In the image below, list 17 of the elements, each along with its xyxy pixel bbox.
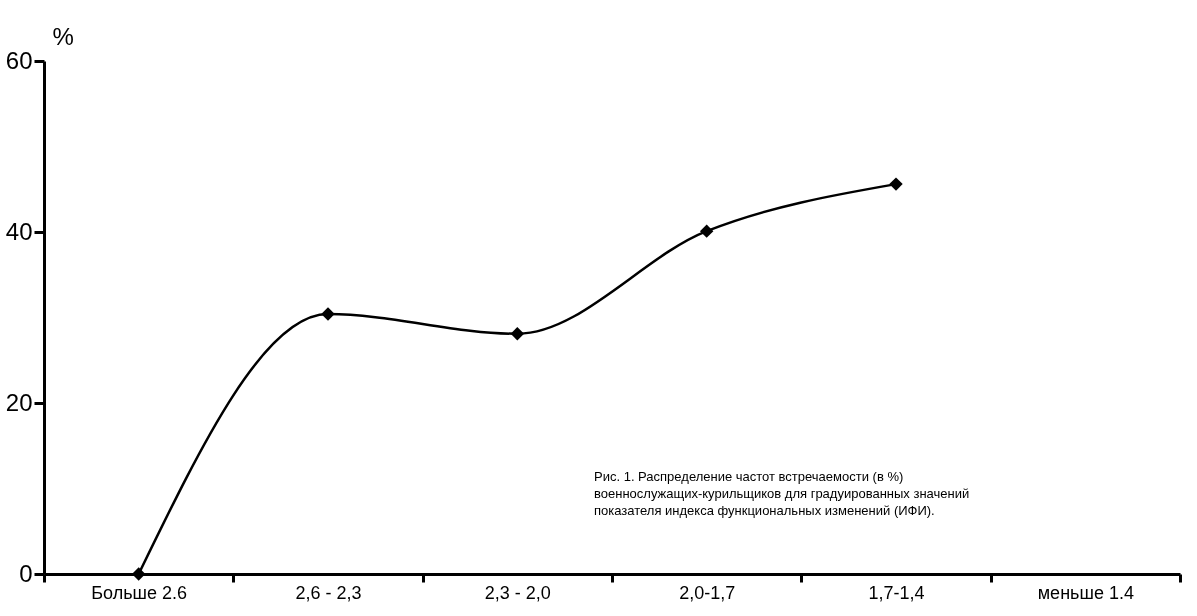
point: [321, 307, 335, 321]
point: [131, 567, 146, 581]
x-tick-label: меньше 1.4: [1037, 582, 1134, 603]
x-tick-label: 2,6 - 2,3: [295, 582, 362, 603]
y-tick-label: 20: [5, 388, 33, 416]
point: [699, 224, 714, 238]
x-tick-label: 2,0-1,7: [679, 582, 736, 603]
x-tick-label: 2,3 - 2,0: [484, 582, 551, 603]
y-axis-title: %: [52, 22, 74, 50]
y-tick-label: 0: [19, 559, 33, 587]
y-tick-label: 40: [5, 217, 33, 245]
point: [889, 177, 903, 191]
annotation: Рис. 1. Распределение частот встречаемости (в %) военнослужащих-курильщиков для градуированных значений показателя индекса функциональных изменений (ИФИ).: [594, 469, 970, 518]
y-tick-label: 60: [5, 46, 33, 74]
point: [510, 327, 525, 341]
x-tick-label: 1,7-1,4: [868, 582, 925, 603]
x-tick-label: Больше 2.6: [91, 582, 188, 603]
